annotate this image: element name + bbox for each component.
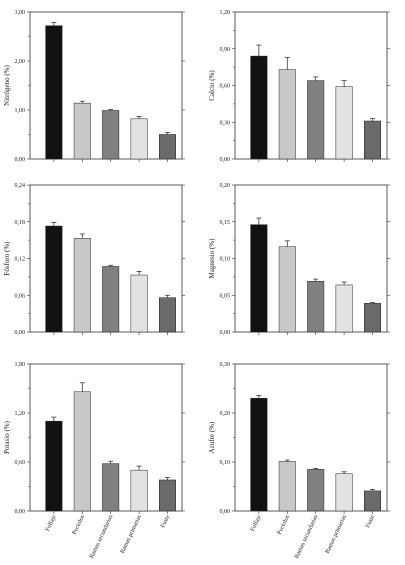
y-tick-label: 0,00 <box>15 509 26 515</box>
chart-panel-6: 0,00 0,10 0,20 0,30 Azufre (%) Follaje Pecíolo… <box>208 362 390 560</box>
y-tick-label: 0,60 <box>220 84 231 90</box>
bar-3 <box>102 110 120 160</box>
y-tick-label: 0,60 <box>15 460 26 466</box>
chart-panel-1: 0,00 1,00 2,00 3,00 Nitrógeno (%) <box>3 10 185 163</box>
bar-4 <box>130 469 148 512</box>
x-category-label: Follaje <box>44 514 58 533</box>
y-tick-label: 0,00 <box>15 157 26 163</box>
bar-3 <box>307 80 325 160</box>
bar-1 <box>45 225 63 333</box>
bar-5 <box>364 490 381 512</box>
bar-2 <box>73 238 91 333</box>
y-tick-label: 0,00 <box>220 330 231 336</box>
bar-2 <box>73 391 91 512</box>
bar-3 <box>307 469 325 512</box>
bar-4 <box>335 86 353 160</box>
y-tick-label: 0,15 <box>220 220 231 226</box>
y-tick-label: 1,00 <box>15 108 26 114</box>
y-tick-label: 1,20 <box>15 411 26 417</box>
bar-5 <box>159 297 176 333</box>
bar-1 <box>250 224 268 333</box>
y-tick-label: 0,30 <box>220 362 231 368</box>
chart-panel-5: 0,00 0,60 1,20 1,80 Potasio (%) Follaje Pecíol… <box>3 362 185 560</box>
bar-4 <box>335 284 353 333</box>
chart-panel-4: 0,00 0,05 0,10 0,15 0,20 Magnesio (%) <box>208 183 390 336</box>
y-tick-label: 3,00 <box>15 10 26 16</box>
bar-3 <box>102 463 120 512</box>
x-category-label: Fuste <box>159 514 171 529</box>
y-tick-label: 1,80 <box>15 362 26 368</box>
x-category-label: Follaje <box>249 514 263 533</box>
y-tick-label: 0,90 <box>220 47 231 53</box>
y-tick-label: 0,20 <box>220 411 231 417</box>
y-tick-label: 0,00 <box>15 330 26 336</box>
y-tick-label: 0,12 <box>15 257 26 263</box>
y-tick-label: 0,10 <box>220 257 231 263</box>
y-tick-label: 0,18 <box>15 220 26 226</box>
bar-3 <box>307 281 325 333</box>
bar-1 <box>45 420 63 512</box>
y-tick-label: 1,20 <box>220 10 231 16</box>
bar-5 <box>364 120 381 160</box>
y-axis-label: Magnesio (%) <box>208 238 216 279</box>
y-axis-label: Nitrógeno (%) <box>3 65 11 106</box>
y-axis-label: Calcio (%) <box>208 70 216 101</box>
y-axis-label: Azufre (%) <box>208 421 216 453</box>
chart-panel-3: 0,00 0,06 0,12 0,18 0,24 Fósforo (%) <box>3 183 185 336</box>
bar-4 <box>335 473 353 512</box>
bar-1 <box>250 398 268 512</box>
bar-5 <box>159 134 176 160</box>
y-tick-label: 0,06 <box>15 293 26 299</box>
bar-1 <box>45 25 63 160</box>
y-tick-label: 0,20 <box>220 183 231 189</box>
bar-1 <box>250 55 268 160</box>
bar-3 <box>102 266 120 333</box>
y-tick-label: 0,10 <box>220 460 231 466</box>
bar-2 <box>73 102 91 160</box>
bar-2 <box>278 69 296 160</box>
y-tick-label: 0,30 <box>220 120 231 126</box>
chart-panel-2: 0,00 0,30 0,60 0,90 1,20 Calcio (%) <box>208 10 390 163</box>
bar-5 <box>364 303 381 333</box>
x-category-label: Ramas secundarias <box>88 513 115 559</box>
x-category-label: Ramas primarias <box>119 513 143 554</box>
x-category-label: Fuste <box>364 514 376 529</box>
bar-2 <box>278 246 296 333</box>
bar-5 <box>159 479 176 512</box>
y-tick-label: 0,05 <box>220 293 231 299</box>
x-category-label: Ramas primarias <box>324 513 348 554</box>
y-tick-label: 0,00 <box>220 509 231 515</box>
bar-2 <box>278 461 296 512</box>
y-tick-label: 2,00 <box>15 59 26 65</box>
bar-4 <box>130 118 148 160</box>
y-tick-label: 0,00 <box>220 157 231 163</box>
bar-4 <box>130 274 148 333</box>
y-axis-label: Potasio (%) <box>3 420 11 454</box>
y-axis-label: Fósforo (%) <box>3 241 11 276</box>
x-category-label: Pecíolos <box>71 513 86 535</box>
x-category-label: Ramas secundarias <box>293 513 320 559</box>
x-category-label: Pecíolos <box>276 513 291 535</box>
y-tick-label: 0,24 <box>15 183 26 189</box>
